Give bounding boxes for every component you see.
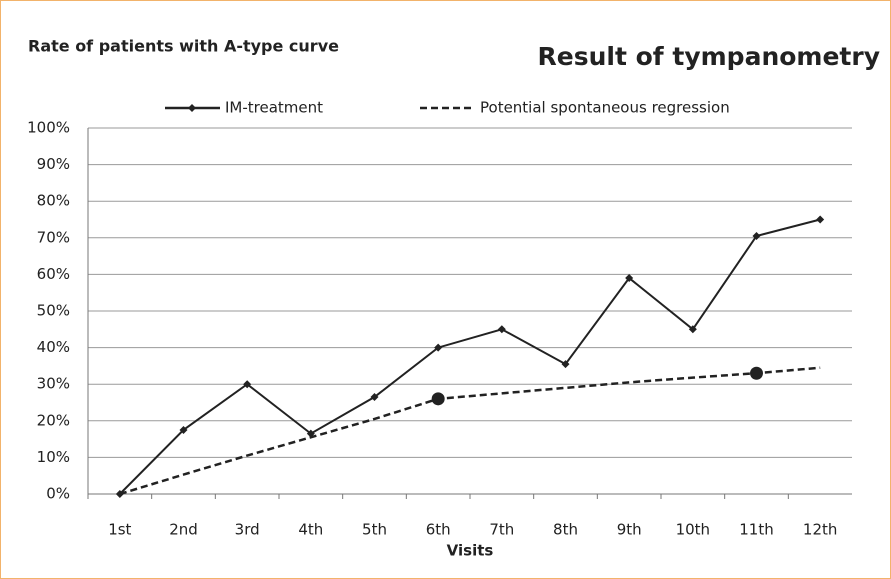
x-tick-label: 5th — [362, 521, 387, 539]
legend-label: Potential spontaneous regression — [480, 99, 730, 117]
x-tick-label: 3rd — [235, 521, 260, 539]
point-marker — [688, 325, 697, 334]
y-tick-label: 90% — [37, 155, 70, 173]
x-tick-label: 7th — [489, 521, 514, 539]
y-tick-label: 100% — [27, 119, 70, 137]
point-marker — [816, 215, 825, 224]
point-marker — [497, 325, 506, 334]
point-marker — [750, 366, 763, 380]
legend-label: IM-treatment — [225, 99, 323, 117]
series-line — [119, 218, 821, 495]
point-marker — [179, 425, 188, 434]
x-tick-label: 11th — [739, 521, 773, 539]
series-line — [119, 366, 821, 496]
x-tick-label: 10th — [676, 521, 710, 539]
point-marker — [434, 343, 443, 352]
point-marker — [561, 360, 570, 369]
x-tick-label: 12th — [803, 521, 837, 539]
point-marker — [370, 393, 379, 402]
point-marker — [625, 274, 634, 283]
y-tick-label: 30% — [37, 375, 70, 393]
x-tick-label: 4th — [298, 521, 323, 539]
x-tick-label: 2nd — [169, 521, 198, 539]
x-tick-label: 6th — [426, 521, 451, 539]
y-tick-label: 0% — [46, 485, 70, 503]
y-tick-label: 60% — [37, 265, 70, 283]
x-tick-label: 9th — [617, 521, 642, 539]
y-tick-label: 80% — [37, 192, 70, 210]
y-tick-label: 40% — [37, 338, 70, 356]
y-tick-label: 10% — [37, 448, 70, 466]
point-marker — [431, 392, 445, 406]
point-marker — [752, 231, 761, 240]
x-axis-label: Visits — [447, 542, 494, 560]
point-marker — [243, 380, 252, 389]
x-tick-label: 1st — [108, 521, 131, 539]
x-tick-label: 8th — [553, 521, 578, 539]
y-tick-label: 20% — [37, 411, 70, 429]
legend-marker — [188, 104, 196, 112]
y-tick-label: 70% — [37, 228, 70, 246]
chart-subtitle: Rate of patients with A-type curve — [28, 37, 339, 56]
y-tick-label: 50% — [37, 302, 70, 320]
chart-title: Result of tympanometry — [538, 42, 880, 71]
